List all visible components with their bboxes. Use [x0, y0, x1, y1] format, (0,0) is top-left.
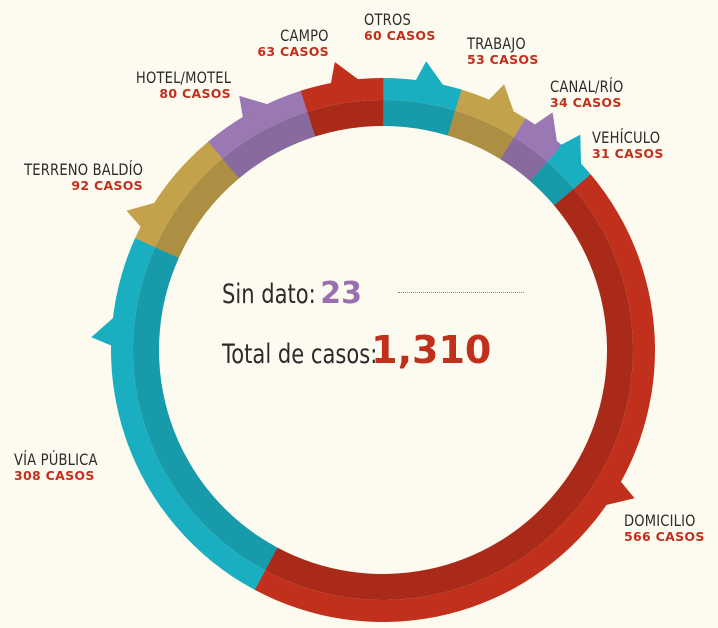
segment-count: 34 CASOS	[550, 95, 622, 110]
total-label: Total de casos:	[222, 339, 378, 370]
segment-count: 80 CASOS	[159, 86, 231, 101]
label-otros: OTROS 60 CASOS	[364, 12, 436, 43]
label-vehiculo: VEHÍCULO 31 CASOS	[592, 130, 675, 161]
pointer-icon	[126, 202, 158, 229]
segment-name: VÍA PÚBLICA	[14, 450, 98, 469]
segment-trabajo	[447, 84, 526, 160]
segment-otros	[383, 61, 462, 136]
segment-count: 566 CASOS	[624, 529, 705, 544]
label-terreno-baldio: TERRENO BALDÍO 92 CASOS	[0, 162, 143, 193]
segment-hotel-motel	[208, 90, 316, 179]
label-domicilio: DOMICILIO 566 CASOS	[624, 513, 711, 544]
label-trabajo: TRABAJO 53 CASOS	[467, 36, 539, 67]
dotted-divider	[398, 292, 524, 293]
segment-domicilio	[254, 174, 655, 623]
segment-count: 308 CASOS	[14, 468, 95, 483]
pointer-icon	[330, 62, 361, 86]
segment-name: TERRENO BALDÍO	[23, 160, 143, 179]
total-line: Total de casos:1,310	[222, 328, 491, 372]
pointer-icon	[559, 134, 582, 167]
segment-v-a-p-blica	[91, 238, 278, 590]
segment-count: 60 CASOS	[364, 28, 436, 43]
pointer-icon	[91, 316, 116, 347]
segment-canal-r-o	[500, 112, 563, 182]
segment-name: DOMICILIO	[624, 511, 696, 530]
label-campo: CAMPO 63 CASOS	[257, 28, 329, 59]
label-hotel-motel: HOTEL/MOTEL 80 CASOS	[115, 70, 231, 101]
sin-dato-label: Sin dato:	[222, 279, 316, 310]
pointer-icon	[603, 480, 635, 506]
segment-name: CANAL/RÍO	[550, 77, 624, 96]
label-via-publica: VÍA PÚBLICA 308 CASOS	[14, 452, 116, 483]
pointer-icon	[239, 95, 270, 120]
label-canal-rio: CANAL/RÍO 34 CASOS	[550, 79, 640, 110]
segment-name: HOTEL/MOTEL	[135, 68, 231, 87]
segment-count: 63 CASOS	[257, 44, 329, 59]
segment-name: CAMPO	[280, 26, 329, 45]
segment-count: 92 CASOS	[71, 178, 143, 193]
pointer-icon	[414, 61, 445, 88]
segment-name: TRABAJO	[467, 34, 526, 53]
segment-veh-culo	[530, 134, 591, 206]
pointer-icon	[487, 84, 515, 115]
total-value: 1,310	[371, 328, 492, 372]
segment-count: 53 CASOS	[467, 52, 539, 67]
sin-dato-value: 23	[320, 276, 362, 311]
segment-terreno-bald-o	[126, 141, 240, 258]
segment-name: VEHÍCULO	[592, 128, 661, 147]
sin-dato-line: Sin dato: 23	[222, 276, 362, 311]
segment-campo	[300, 62, 384, 137]
segment-count: 31 CASOS	[592, 146, 664, 161]
segment-name: OTROS	[364, 10, 411, 29]
pointer-icon	[533, 112, 558, 144]
